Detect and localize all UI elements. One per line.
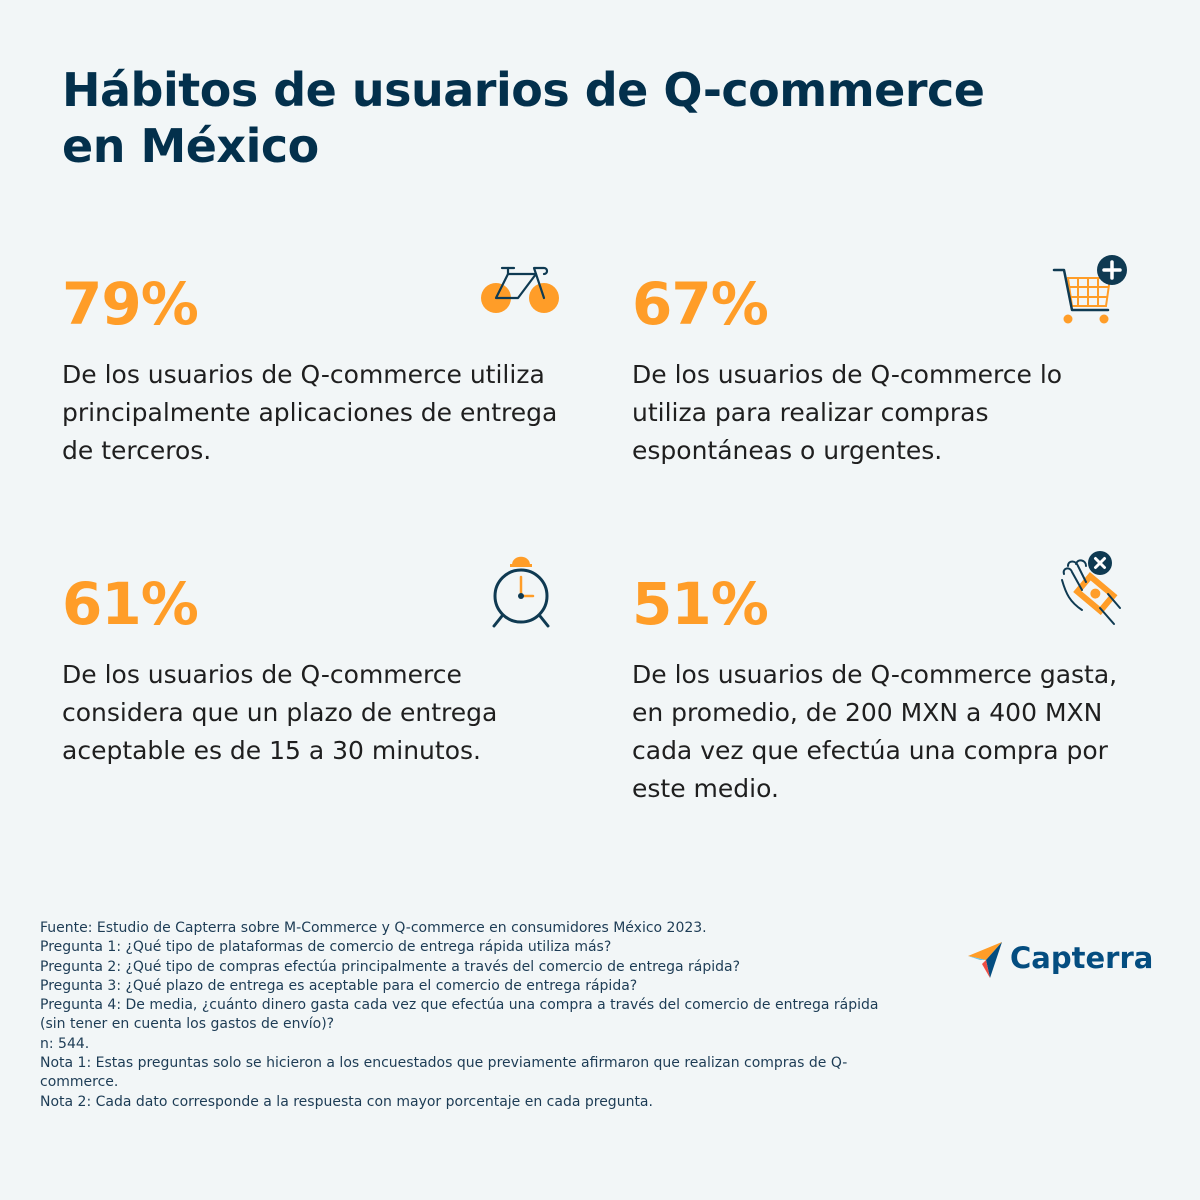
title-line-2: en México (62, 119, 319, 173)
hand-money-icon (1061, 551, 1121, 625)
stat-description-line: principalmente aplicaciones de entrega (62, 398, 558, 427)
question-line: Pregunta 4: De media, ¿cuánto dinero gas… (40, 997, 879, 1014)
question-line: Pregunta 1: ¿Qué tipo de plataformas de … (40, 939, 612, 956)
bicycle-icon (481, 266, 559, 313)
page-title: Hábitos de usuarios de Q-commerce en Méx… (62, 62, 1042, 174)
stat-percent: 79% (62, 270, 199, 338)
stat-description-line: en promedio, de 200 MXN a 400 MXN (632, 698, 1103, 727)
shopping-cart-plus-icon (1052, 255, 1127, 324)
alarm-clock-icon (492, 556, 550, 628)
question-line: Pregunta 3: ¿Qué plazo de entrega es ace… (40, 977, 638, 994)
stat-description-line: de terceros. (62, 436, 212, 465)
stat-description-line: considera que un plazo de entrega (62, 698, 498, 727)
question-line: Pregunta 2: ¿Qué tipo de compras efectúa… (40, 958, 741, 975)
note-line: Nota 1: Estas preguntas solo se hicieron… (40, 1055, 848, 1072)
stat-percent: 61% (62, 570, 199, 638)
source-line: Fuente: Estudio de Capterra sobre M-Comm… (40, 920, 707, 936)
stat-description-line: cada vez que efectúa una compra por (632, 736, 1108, 765)
stat-percent: 67% (632, 270, 769, 338)
stat-description: De los usuarios de Q-commerce considera … (62, 656, 572, 770)
capterra-logo: Capterra (966, 936, 1156, 982)
stat-description: De los usuarios de Q-commerce lo utiliza… (632, 356, 1142, 470)
stat-description: De los usuarios de Q-commerce gasta, en … (632, 656, 1142, 808)
stat-description-line: espontáneas o urgentes. (632, 436, 943, 465)
question-line: (sin tener en cuenta los gastos de envío… (40, 1016, 335, 1033)
stat-description-line: utiliza para realizar compras (632, 398, 989, 427)
stat-percent: 51% (632, 570, 769, 638)
logo-text: Capterra (1010, 941, 1154, 975)
stat-card-delivery-apps: 79% De los usuarios de Q-commerce utiliz… (62, 272, 572, 470)
stat-description: De los usuarios de Q-commerce utiliza pr… (62, 356, 572, 470)
stat-card-urgent-purchases: 67% De los usuarios de Q-commerce lo uti… (632, 272, 1142, 470)
stat-description-line: aceptable es de 15 a 30 minutos. (62, 736, 481, 765)
title-line-1: Hábitos de usuarios de Q-commerce (62, 63, 985, 117)
stat-description-line: De los usuarios de Q-commerce utiliza (62, 360, 545, 389)
stat-description-line: De los usuarios de Q-commerce gasta, (632, 660, 1118, 689)
stat-card-average-spend: 51% De los usuarios de Q-commerce gasta,… (632, 572, 1142, 808)
sample-size-line: n: 544. (40, 1035, 90, 1052)
capterra-arrow-icon (968, 942, 1002, 978)
stat-description-line: De los usuarios de Q-commerce (62, 660, 462, 689)
note-line: Nota 2: Cada dato corresponde a la respu… (40, 1093, 653, 1110)
stat-description-line: este medio. (632, 774, 779, 803)
source-notes: Fuente: Estudio de Capterra sobre M-Comm… (40, 919, 940, 1112)
stat-description-line: De los usuarios de Q-commerce lo (632, 360, 1063, 389)
note-line: commerce. (40, 1074, 119, 1091)
stat-card-delivery-time: 61% De los usuarios de Q-commerce consid… (62, 572, 572, 770)
